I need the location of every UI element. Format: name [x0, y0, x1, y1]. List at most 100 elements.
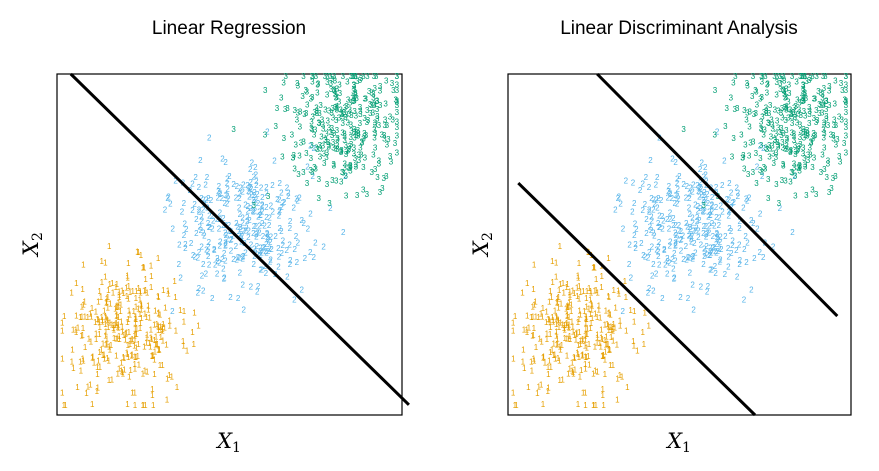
data-point: 1 [95, 370, 100, 379]
data-point: 1 [132, 332, 137, 341]
data-point: 3 [331, 113, 336, 122]
data-point: 3 [812, 114, 817, 123]
data-point: 2 [237, 194, 242, 203]
data-point: 2 [677, 221, 682, 230]
data-point: 3 [812, 132, 817, 141]
data-point: 3 [372, 100, 377, 109]
data-point: 2 [277, 253, 282, 262]
data-point: 2 [666, 187, 671, 196]
y-axis-label: X2 [469, 232, 496, 258]
data-point: 3 [822, 118, 827, 127]
data-point: 3 [342, 136, 347, 145]
data-point: 3 [380, 130, 385, 139]
data-point: 1 [606, 326, 611, 335]
data-point: 2 [256, 282, 261, 291]
data-point: 2 [697, 184, 702, 193]
data-point: 3 [340, 119, 345, 128]
data-point: 3 [741, 151, 746, 160]
data-point: 3 [310, 113, 315, 122]
data-point: 3 [820, 93, 825, 102]
data-point: 3 [793, 110, 798, 119]
data-point: 2 [677, 172, 682, 181]
data-point: 2 [674, 231, 679, 240]
data-point: 1 [125, 348, 130, 357]
data-point: 1 [524, 326, 529, 335]
data-point: 3 [798, 72, 803, 81]
data-point: 3 [803, 111, 808, 120]
data-point: 2 [273, 232, 278, 241]
data-point: 2 [644, 229, 649, 238]
data-point: 3 [785, 134, 790, 143]
data-point: 1 [126, 259, 131, 268]
data-point: 1 [561, 288, 566, 297]
data-point: 3 [801, 125, 806, 134]
data-point: 1 [539, 310, 544, 319]
data-point: 3 [817, 109, 822, 118]
data-point: 3 [748, 139, 753, 148]
data-point: 3 [393, 139, 398, 148]
data-point: 1 [545, 387, 550, 396]
data-point: 3 [807, 103, 812, 112]
data-point: 2 [258, 250, 263, 259]
data-point: 2 [755, 163, 760, 172]
data-point: 2 [224, 231, 229, 240]
data-point: 3 [795, 118, 800, 127]
data-point: 1 [608, 346, 613, 355]
data-point: 3 [788, 148, 793, 157]
data-point: 1 [595, 368, 600, 377]
data-point: 2 [696, 227, 701, 236]
data-point: 3 [759, 118, 764, 127]
data-point: 3 [821, 100, 826, 109]
data-point: 1 [591, 401, 596, 410]
data-point: 3 [361, 134, 366, 143]
data-point: 1 [74, 328, 79, 337]
data-point: 2 [166, 192, 171, 201]
data-point: 2 [643, 200, 648, 209]
data-point: 1 [551, 316, 556, 325]
data-point: 1 [125, 292, 130, 301]
data-point: 1 [541, 353, 546, 362]
data-point: 1 [136, 304, 141, 313]
data-point: 3 [395, 108, 400, 117]
data-point: 2 [652, 200, 657, 209]
data-point: 2 [275, 195, 280, 204]
data-point: 1 [157, 346, 162, 355]
data-point: 3 [381, 174, 386, 183]
data-point: 2 [729, 227, 734, 236]
data-point: 2 [665, 215, 670, 224]
data-point: 3 [321, 141, 326, 150]
data-point: 1 [539, 338, 544, 347]
data-point: 3 [780, 113, 785, 122]
data-point: 3 [764, 143, 769, 152]
data-point: 1 [103, 272, 108, 281]
data-point: 1 [567, 320, 572, 329]
data-point: 3 [325, 91, 330, 100]
data-point: 1 [561, 279, 566, 288]
data-point: 1 [133, 365, 138, 374]
data-point: 1 [603, 320, 608, 329]
data-point: 2 [183, 244, 188, 253]
data-point: 1 [555, 314, 560, 323]
data-point: 3 [743, 141, 748, 150]
data-point: 3 [352, 134, 357, 143]
data-point: 3 [328, 79, 333, 88]
data-point: 2 [668, 209, 673, 218]
data-point: 3 [754, 88, 759, 97]
data-point: 3 [747, 122, 752, 131]
data-point: 2 [697, 193, 702, 202]
data-point: 3 [372, 72, 377, 81]
data-point: 3 [356, 131, 361, 140]
data-point: 3 [335, 135, 340, 144]
data-point: 3 [774, 180, 779, 189]
data-point: 3 [807, 110, 812, 119]
data-point: 2 [251, 206, 256, 215]
data-point: 2 [684, 219, 689, 228]
data-point: 1 [104, 328, 109, 337]
data-point: 2 [674, 191, 679, 200]
data-point: 1 [128, 336, 133, 345]
data-point: 2 [303, 254, 308, 263]
data-point: 1 [583, 389, 588, 398]
data-point: 2 [647, 183, 652, 192]
data-point: 3 [833, 77, 838, 86]
data-point: 3 [395, 72, 400, 81]
